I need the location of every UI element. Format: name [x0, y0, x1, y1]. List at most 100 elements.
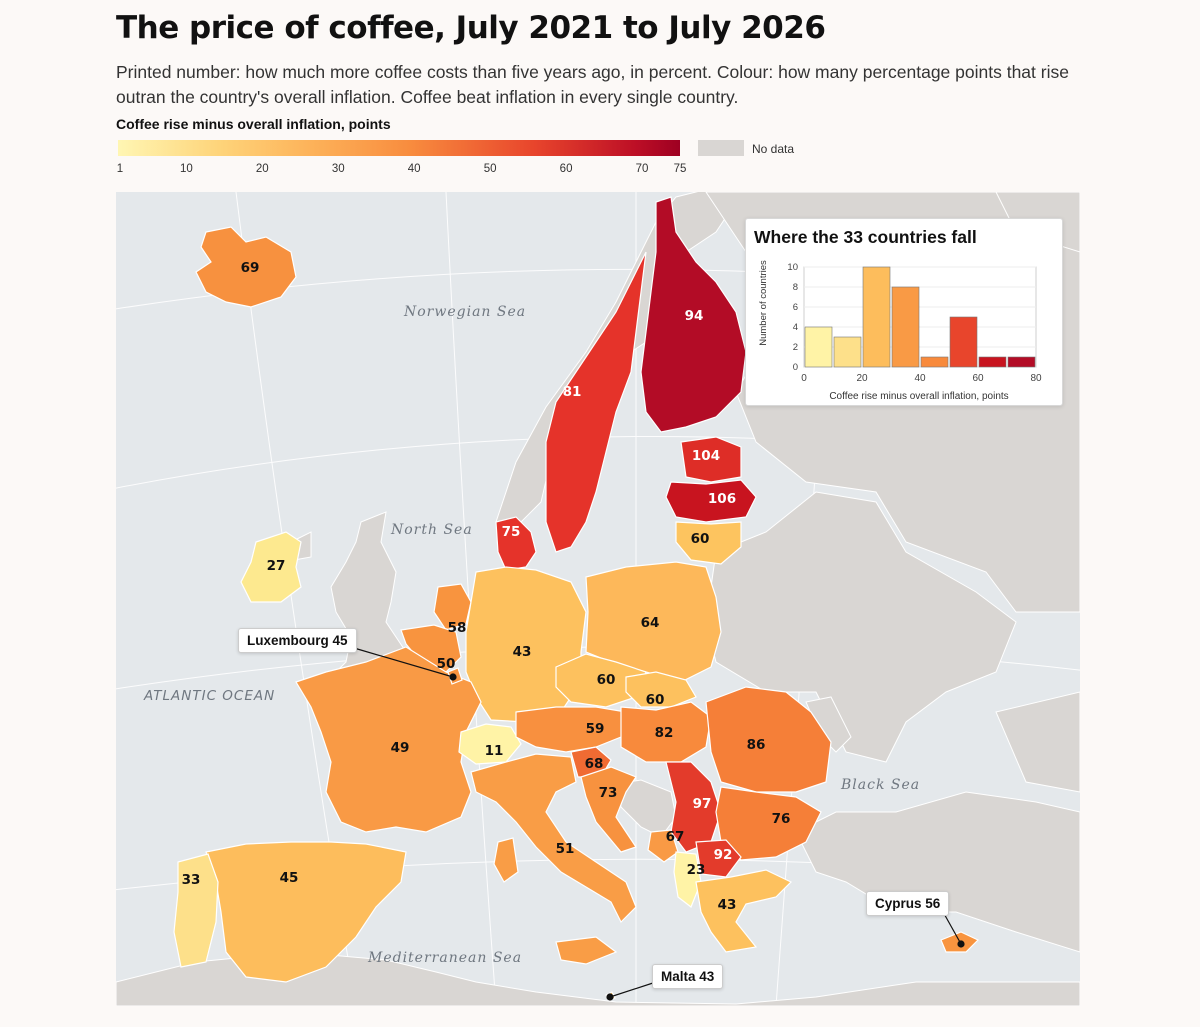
histogram-y-tick: 4 [793, 322, 798, 333]
country-finland [640, 196, 747, 433]
histogram-y-tick: 6 [793, 302, 798, 313]
legend-tick: 40 [407, 163, 421, 175]
country-hungary [620, 701, 712, 763]
country-value-labels: 69 81 94 104 106 60 75 27 58 50 43 64 60… [182, 260, 791, 913]
value-label-germany: 43 [513, 644, 532, 660]
legend-tick: 1 [116, 163, 124, 175]
histogram-bars [804, 266, 1036, 368]
sea-label-black: Black Sea [840, 777, 920, 793]
value-label-belgium: 50 [437, 656, 456, 672]
value-label-latvia: 106 [708, 491, 736, 507]
bosnia [615, 779, 677, 838]
histogram-bar [804, 326, 833, 368]
value-label-denmark: 75 [502, 524, 521, 540]
legend-title: Coffee rise minus overall inflation, poi… [116, 116, 391, 132]
sea-label-north: North Sea [390, 522, 473, 538]
sea-label-norwegian: Norwegian Sea [403, 304, 526, 320]
histogram-y-tick: 10 [787, 262, 798, 273]
value-label-slovenia: 68 [585, 756, 604, 772]
ocean-label-atlantic: ATLANTIC OCEAN [143, 688, 275, 704]
value-label-france: 49 [391, 740, 410, 756]
value-label-hungary: 82 [655, 725, 674, 741]
turkey [795, 791, 1080, 953]
value-label-romania: 86 [747, 737, 766, 753]
value-label-north-macedonia: 92 [714, 847, 733, 863]
legend-tick: 10 [179, 163, 193, 175]
callout-malta: Malta 43 [652, 964, 724, 989]
histogram-x-ticks: 0 20 40 60 80 [801, 373, 1042, 384]
callout-cyprus: Cyprus 56 [866, 891, 950, 916]
caucasus [995, 691, 1080, 793]
country-poland [585, 561, 722, 683]
legend-tick: 20 [255, 163, 269, 175]
country-latvia [665, 479, 757, 523]
value-label-portugal: 33 [182, 872, 201, 888]
histogram-bar [862, 266, 891, 368]
value-label-switzerland: 11 [485, 743, 504, 759]
value-label-sweden: 81 [563, 384, 582, 400]
country-iceland [195, 226, 297, 308]
legend-tick: 75 [673, 163, 687, 175]
legend-tick: 50 [483, 163, 497, 175]
country-lithuania [675, 521, 742, 565]
country-denmark [495, 516, 537, 571]
histogram-x-tick: 60 [972, 373, 984, 384]
histogram-y-tick: 0 [793, 362, 798, 373]
country-romania [705, 686, 832, 793]
country-belgium [400, 624, 462, 673]
value-label-netherlands: 58 [448, 620, 467, 636]
value-label-spain: 45 [280, 870, 299, 886]
value-label-italy: 51 [556, 841, 575, 857]
country-sweden [545, 251, 647, 553]
histogram-y-ticks: 0 2 4 6 8 10 [787, 262, 798, 373]
page-title: The price of coffee, July 2021 to July 2… [116, 10, 826, 46]
value-label-estonia: 104 [692, 448, 720, 464]
page-subtitle: Printed number: how much more coffee cos… [116, 62, 1069, 107]
histogram-x-tick: 40 [914, 373, 926, 384]
histogram-bar [920, 356, 949, 368]
country-spain [205, 841, 407, 983]
country-italy [470, 753, 637, 924]
country-greece [695, 869, 793, 953]
country-austria [515, 706, 627, 753]
country-croatia [580, 766, 637, 853]
histogram-x-tick: 20 [856, 373, 868, 384]
country-ireland [240, 531, 302, 603]
value-label-iceland: 69 [241, 260, 260, 276]
histogram-bar [891, 286, 920, 368]
value-label-austria: 59 [586, 721, 605, 737]
value-label-lithuania: 60 [691, 531, 710, 547]
country-slovakia [625, 671, 697, 708]
value-label-ireland: 27 [267, 558, 286, 574]
legend-no-data-swatch [698, 140, 744, 156]
value-label-slovakia: 60 [646, 692, 665, 708]
country-montenegro [647, 829, 679, 863]
country-north-macedonia [695, 839, 742, 878]
inset-title: Where the 33 countries fall [754, 227, 977, 247]
country-bulgaria [715, 786, 822, 861]
legend-color-ramp [118, 140, 680, 156]
country-france [295, 646, 482, 833]
country-estonia [680, 436, 742, 483]
callout-luxembourg: Luxembourg 45 [238, 628, 357, 653]
country-switzerland [458, 723, 522, 765]
histogram-grid [803, 266, 1037, 368]
histogram-y-axis-label: Number of countries [758, 260, 769, 346]
country-netherlands [433, 583, 472, 631]
value-label-bulgaria: 76 [772, 811, 791, 827]
callout-leaders [353, 647, 965, 1001]
histogram-bar [949, 316, 978, 368]
legend-tick: 70 [635, 163, 649, 175]
country-portugal [173, 853, 219, 968]
histogram-x-axis-label: Coffee rise minus overall inflation, poi… [829, 391, 1008, 402]
histogram-bar [978, 356, 1007, 368]
value-label-czechia: 60 [597, 672, 616, 688]
inset-histogram-panel: Where the 33 countries fall 0 2 4 6 8 10 0 20 4… [745, 218, 1063, 406]
legend-tick: 30 [331, 163, 345, 175]
histogram-y-tick: 2 [793, 342, 798, 353]
value-label-finland: 94 [685, 308, 704, 324]
country-italy-sicily [555, 936, 618, 965]
histogram-bar [833, 336, 862, 368]
country-albania [673, 851, 702, 908]
sea-label-mediterranean: Mediterranean Sea [367, 950, 522, 966]
